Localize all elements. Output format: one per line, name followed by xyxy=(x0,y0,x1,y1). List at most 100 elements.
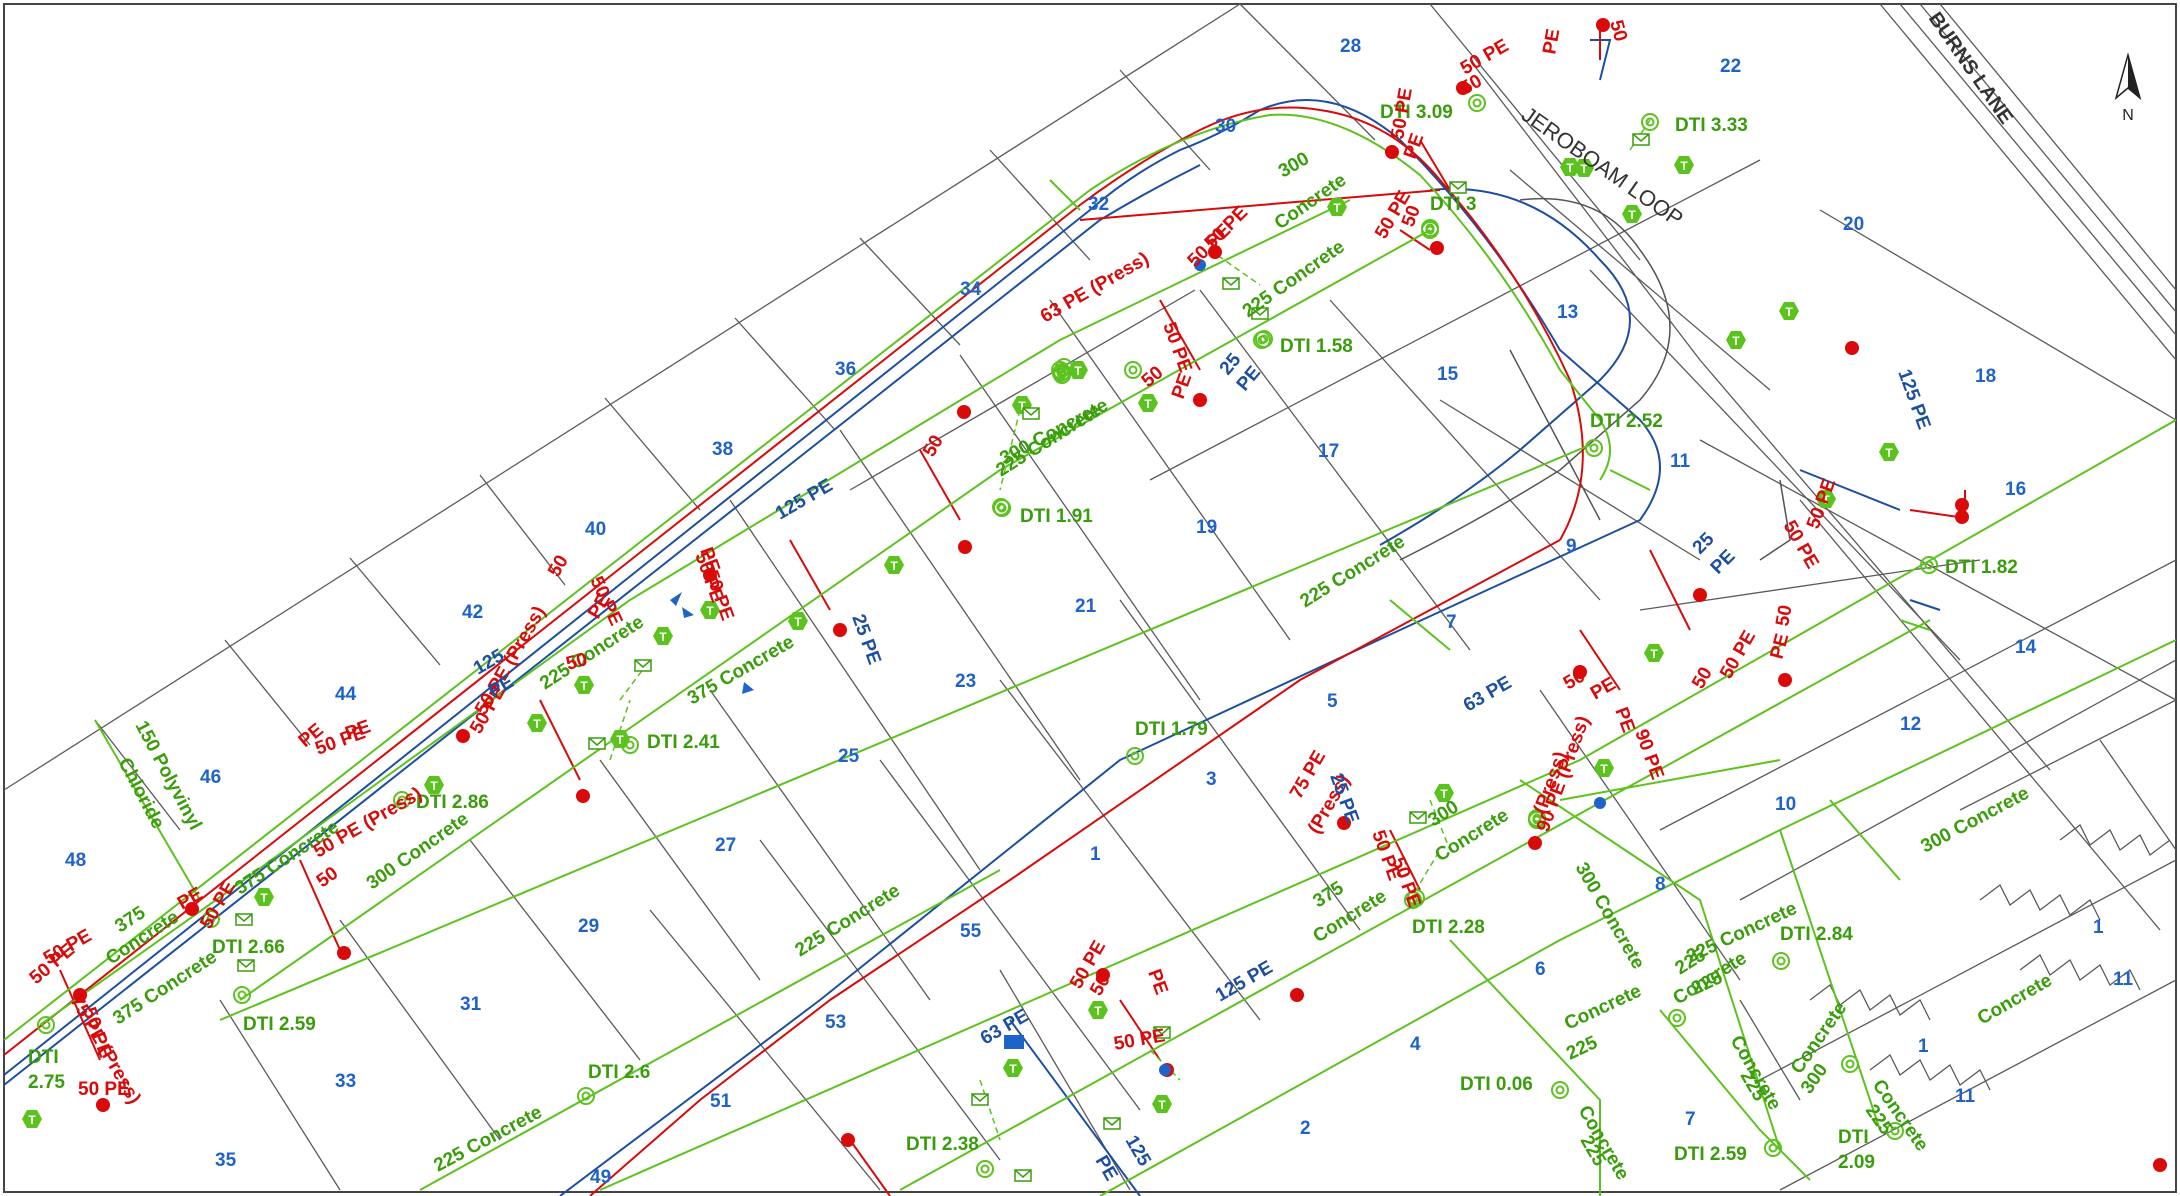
manholes xyxy=(37,94,1938,1178)
tap-icon: T xyxy=(1879,443,1899,461)
flow-arrow-icon xyxy=(682,607,694,618)
manhole-icon xyxy=(393,791,411,809)
tap-icon: T xyxy=(1088,1001,1108,1019)
lot-number: 35 xyxy=(215,1150,237,1171)
gas-label: 50 xyxy=(1688,664,1717,693)
lot-number: 10 xyxy=(1775,794,1796,815)
sewer-label: DTI 3.33 xyxy=(1675,115,1748,136)
lot-number: 53 xyxy=(825,1012,846,1033)
tap-icon: T xyxy=(1068,361,1088,379)
lot-number: 16 xyxy=(2005,479,2026,500)
sewer-label: 225 Concrete xyxy=(1239,236,1349,322)
lot-number: 3 xyxy=(1206,769,1217,790)
svg-text:T: T xyxy=(533,717,541,731)
lot-number: 7 xyxy=(1685,1109,1696,1130)
manhole-icon xyxy=(1253,331,1271,349)
sewer-label: DTI 2.6 xyxy=(588,1062,650,1083)
svg-text:T: T xyxy=(260,891,268,905)
lot-number: 23 xyxy=(955,671,976,692)
tap-icon: T xyxy=(788,612,808,630)
tap-icon: T xyxy=(884,556,904,574)
envelope-icon xyxy=(1022,407,1040,420)
lot-number: 19 xyxy=(1196,517,1217,538)
lot-number: 6 xyxy=(1535,959,1546,980)
gas-label: 50 PE xyxy=(1387,855,1424,911)
lot-number: 14 xyxy=(2015,637,2037,658)
sewer-label: DTI 1.58 xyxy=(1280,336,1353,357)
water-label: 125 PE xyxy=(1893,367,1934,433)
gas-valve-icon xyxy=(1456,81,1470,95)
water-label: 25 PE xyxy=(847,612,884,668)
sewer-label: DTI 0.06 xyxy=(1460,1074,1533,1095)
manhole-icon xyxy=(1551,1081,1569,1099)
svg-text:T: T xyxy=(580,679,588,693)
lot-number: 1 xyxy=(1918,1036,1929,1057)
water-hydrant-icon xyxy=(1004,1035,1024,1049)
gas-valve-icon xyxy=(576,789,590,803)
manhole-icon xyxy=(37,1016,55,1034)
lot-number: 27 xyxy=(715,835,736,856)
sewer-label: DTI 1.79 xyxy=(1135,719,1208,740)
svg-text:T: T xyxy=(1680,159,1688,173)
svg-text:T: T xyxy=(706,604,714,618)
sewer-label: 300 Concrete xyxy=(1917,783,2032,858)
gas-valve-icon xyxy=(1778,673,1792,687)
svg-text:T: T xyxy=(1822,493,1830,507)
lot-number: 48 xyxy=(65,850,86,871)
water-label: 25 xyxy=(1689,528,1719,558)
sewer-label: DTI 2.59 xyxy=(243,1014,316,1035)
lot-number: 18 xyxy=(1975,366,1996,387)
lot-number: 34 xyxy=(960,279,982,300)
sewer-label: 225 Concrete xyxy=(792,880,904,961)
sewer-label: DTI 1.91 xyxy=(1020,506,1093,527)
lot-number: 1 xyxy=(2093,917,2104,938)
lot-number-layer: 2830323436384042444648222018161412108642… xyxy=(65,36,2134,1188)
svg-text:T: T xyxy=(1018,399,1026,413)
lot-number: 7 xyxy=(1446,612,1457,633)
sewer-label: 300 Concrete xyxy=(1571,859,1649,973)
manhole-icon xyxy=(202,910,220,928)
envelope-icon xyxy=(237,959,255,972)
envelope-markers xyxy=(235,133,1650,1182)
tap-icon: T xyxy=(22,1110,42,1128)
gas-valve-icon xyxy=(1385,145,1399,159)
svg-text:T: T xyxy=(1158,1098,1166,1112)
sewer-label: DTI 3.09 xyxy=(1380,102,1453,123)
svg-text:T: T xyxy=(794,615,802,629)
water-valve-icon xyxy=(1594,797,1606,809)
gas-label: PE xyxy=(1610,705,1638,736)
lot-number: 29 xyxy=(578,916,599,937)
sewer-label: Concrete xyxy=(1974,970,2056,1029)
water-label: 125 PE xyxy=(772,475,836,524)
svg-text:T: T xyxy=(1333,201,1341,215)
gas-label: 50 PE xyxy=(1158,320,1195,376)
gas-valve-icon xyxy=(1208,245,1222,259)
north-label: N xyxy=(2122,107,2134,124)
lot-number: 30 xyxy=(1215,116,1236,137)
lot-number: 4 xyxy=(1410,1034,1421,1055)
sewer-label: DTI 2.59 xyxy=(1674,1144,1747,1165)
gas-valves xyxy=(73,18,2167,1172)
gas-valve-icon xyxy=(703,568,717,582)
sewer-label: 375 xyxy=(1310,877,1348,912)
svg-text:T: T xyxy=(1628,208,1636,222)
manhole-icon xyxy=(1126,747,1144,765)
gas-label: PE xyxy=(1587,673,1619,704)
envelope-icon xyxy=(1251,307,1269,320)
sewer-label: DTI 2.84 xyxy=(1780,924,1853,945)
manhole-icon xyxy=(1841,1055,1859,1073)
gas-label: 50 PE xyxy=(78,1079,130,1100)
flow-arrow-icon xyxy=(742,682,754,694)
manhole-icon xyxy=(1407,889,1425,907)
manhole-icon xyxy=(1772,952,1790,970)
sewer-label: Concrete xyxy=(1561,981,1645,1035)
lot-number: 11 xyxy=(1670,451,1691,472)
gas-valve-icon xyxy=(2153,1158,2167,1172)
map-frame xyxy=(3,3,2177,1193)
gas-label: PE xyxy=(1767,631,1794,661)
gas-label: 50 PE xyxy=(1184,220,1235,271)
svg-text:T: T xyxy=(430,779,438,793)
envelope-icon xyxy=(971,1093,989,1106)
